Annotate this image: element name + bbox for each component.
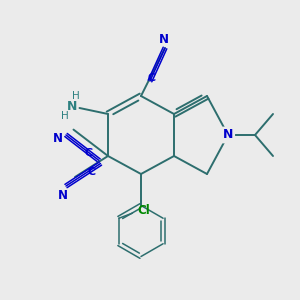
Text: N: N — [158, 33, 169, 46]
Text: N: N — [58, 189, 68, 202]
Text: N: N — [52, 131, 62, 145]
Text: H: H — [72, 91, 80, 101]
Text: H: H — [61, 111, 69, 121]
Text: N: N — [67, 100, 77, 113]
Text: C: C — [88, 167, 96, 177]
Text: Cl: Cl — [137, 204, 150, 217]
Text: N: N — [223, 128, 233, 142]
Text: C: C — [148, 73, 156, 83]
Text: C: C — [85, 148, 93, 158]
